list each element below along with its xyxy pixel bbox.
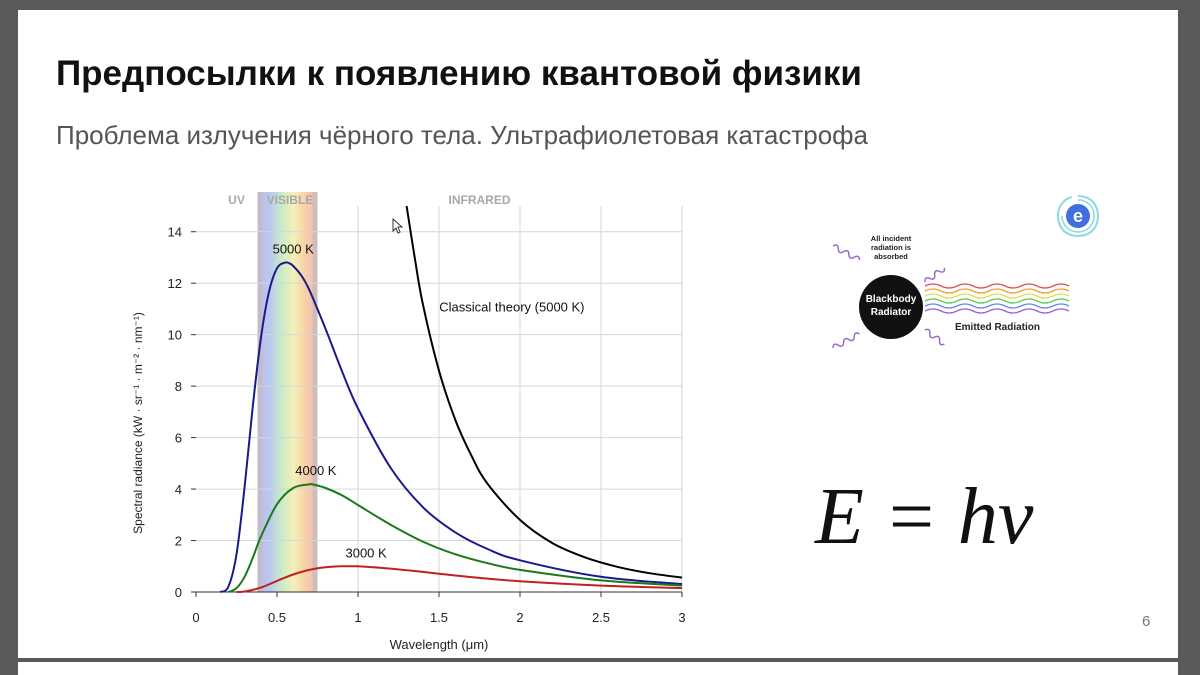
x-tick-label: 1.5 bbox=[430, 610, 448, 625]
series-label: 4000 K bbox=[295, 463, 337, 478]
x-tick-label: 3 bbox=[678, 610, 685, 625]
y-tick-label: 12 bbox=[168, 276, 182, 291]
x-tick-label: 1 bbox=[354, 610, 361, 625]
y-tick-label: 6 bbox=[175, 431, 182, 446]
y-tick-label: 0 bbox=[175, 585, 182, 600]
emitted-wave bbox=[924, 303, 1070, 309]
blackbody-sphere bbox=[859, 275, 923, 339]
y-tick-label: 10 bbox=[168, 328, 182, 343]
emitted-radiation-label: Emitted Radiation bbox=[955, 322, 1040, 333]
blackbody-chart: 0 0.5 1 1.5 2 2.5 3 0 2 4 6 8 10 12 14 UV VISIBLE INFRARE… bbox=[131, 192, 686, 652]
svg-text:e: e bbox=[1073, 206, 1083, 226]
blackbody-radiator-diagram: Blackbody Radiator All incident radiatio… bbox=[832, 234, 1070, 349]
y-tick-label: 4 bbox=[175, 482, 182, 497]
region-label-infrared: INFRARED bbox=[449, 193, 511, 207]
incident-wave bbox=[832, 332, 860, 349]
slide-subtitle: Проблема излучения чёрного тела. Ультраф… bbox=[56, 120, 869, 150]
emitted-wave bbox=[924, 308, 1070, 314]
region-label-visible: VISIBLE bbox=[267, 193, 314, 207]
y-tick-label: 14 bbox=[168, 225, 182, 240]
series-label: 3000 K bbox=[345, 545, 387, 560]
blackbody-label-line1: Blackbody bbox=[866, 294, 917, 305]
slide: Предпосылки к появлению квантовой физики… bbox=[18, 10, 1178, 658]
x-axis-label: Wavelength (μm) bbox=[390, 637, 489, 652]
emitted-wave bbox=[924, 293, 1070, 299]
x-tick-label: 0 bbox=[192, 610, 199, 625]
incident-wave bbox=[832, 244, 861, 261]
bottom-bar bbox=[18, 662, 1178, 675]
planck-formula: E = hν bbox=[815, 473, 1034, 561]
series-label: Classical theory (5000 K) bbox=[439, 300, 584, 315]
incident-wave bbox=[924, 328, 945, 346]
x-tick-label: 0.5 bbox=[268, 610, 286, 625]
page-number: 6 bbox=[1142, 613, 1151, 630]
incident-wave bbox=[924, 267, 946, 283]
mouse-cursor-icon bbox=[392, 218, 404, 234]
blackbody-label-line2: Radiator bbox=[871, 307, 912, 318]
x-tick-label: 2.5 bbox=[592, 610, 610, 625]
series-line-5000-k bbox=[219, 261, 683, 593]
emitted-wave bbox=[924, 283, 1070, 289]
incident-radiation-label: All incident radiation is absorbed bbox=[870, 234, 912, 261]
y-tick-label: 2 bbox=[175, 534, 182, 549]
series-line-classical-theory-5000-k- bbox=[405, 205, 683, 579]
slide-title: Предпосылки к появлению квантовой физики bbox=[56, 54, 862, 93]
x-tick-label: 2 bbox=[516, 610, 523, 625]
series-label: 5000 K bbox=[273, 242, 315, 257]
series-line-3000-k bbox=[236, 565, 683, 593]
visible-band-left-edge bbox=[257, 192, 263, 592]
visible-spectrum-band bbox=[257, 192, 318, 592]
emitted-wave bbox=[924, 288, 1070, 294]
region-label-uv: UV bbox=[228, 193, 245, 207]
emitted-wave bbox=[924, 298, 1070, 304]
e-swirl-logo-icon: e bbox=[1056, 195, 1100, 238]
y-tick-label: 8 bbox=[175, 379, 182, 394]
y-axis-label: Spectral radiance (kW · sr⁻¹ · m⁻² · nm⁻… bbox=[131, 312, 145, 534]
visible-band-right-edge bbox=[312, 192, 318, 592]
series-line-4000-k bbox=[228, 482, 683, 593]
